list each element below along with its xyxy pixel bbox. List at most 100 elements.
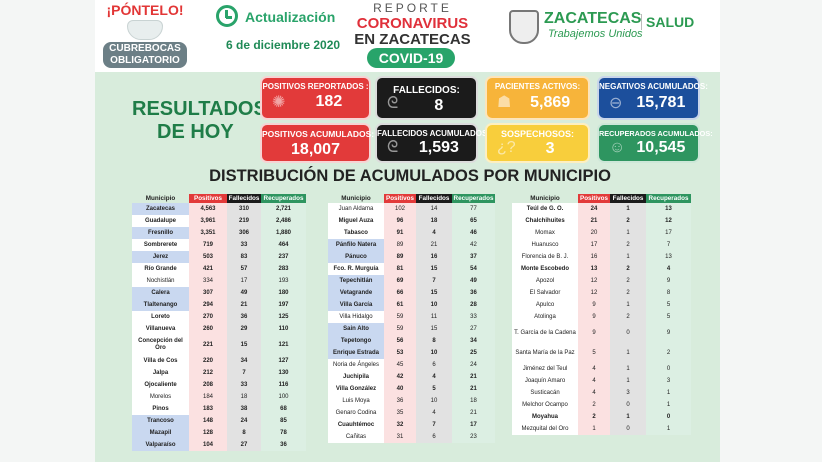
- table-row: Jalpa 212 7 130: [132, 367, 306, 379]
- table-row: Sain Alto 59 15 27: [328, 323, 495, 335]
- positivos-cell: 128: [189, 427, 227, 439]
- column-header: Recuperados: [261, 194, 306, 203]
- table-row: Cuauhtémoc 32 7 17: [328, 419, 495, 431]
- recuperados-cell: 9: [646, 275, 691, 287]
- recuperados-cell: 27: [452, 323, 495, 335]
- card-value: 10,545: [636, 139, 686, 156]
- positivos-cell: 221: [189, 335, 227, 355]
- municipality-cell: Tepetongo: [328, 335, 384, 347]
- fallecidos-cell: 17: [227, 275, 261, 287]
- positivos-cell: 212: [189, 367, 227, 379]
- recuperados-cell: 2,486: [261, 215, 306, 227]
- positivos-cell: 16: [578, 251, 610, 263]
- table-row: Villa Hidalgo 59 11 33: [328, 311, 495, 323]
- card-positivos-reportados: POSITIVOS REPORTADOS : ✺ 182: [260, 76, 371, 120]
- recuperados-cell: 237: [261, 251, 306, 263]
- recuperados-cell: 34: [452, 335, 495, 347]
- recuperados-cell: 2: [646, 343, 691, 363]
- recuperados-cell: 13: [646, 251, 691, 263]
- positivos-cell: 12: [578, 275, 610, 287]
- fallecidos-cell: 0: [610, 323, 646, 343]
- positivos-cell: 91: [384, 227, 416, 239]
- table-body: Zacatecas 4,563 310 2,721 Guadalupe 3,961 219 2…: [132, 203, 306, 451]
- table-row: Chalchihuites 21 2 12: [512, 215, 691, 227]
- recuperados-cell: 77: [452, 203, 495, 215]
- ponte-line2: OBLIGATORIO: [110, 55, 180, 66]
- positivos-cell: 719: [189, 239, 227, 251]
- column-header: Fallecidos: [227, 194, 261, 203]
- table-row: Río Grande 421 57 283: [132, 263, 306, 275]
- recuperados-cell: 85: [261, 415, 306, 427]
- municipality-cell: Nochistlán: [132, 275, 189, 287]
- municipality-cell: Moyahua: [512, 411, 578, 423]
- municipality-cell: Guadalupe: [132, 215, 189, 227]
- table-row: Tepetongo 56 8 34: [328, 335, 495, 347]
- municipality-cell: Cuauhtémoc: [328, 419, 384, 431]
- fallecidos-cell: 18: [416, 215, 452, 227]
- fallecidos-cell: 33: [227, 379, 261, 391]
- fallecidos-cell: 14: [416, 203, 452, 215]
- fallecidos-cell: 21: [416, 239, 452, 251]
- table-row: Moyahua 2 1 0: [512, 411, 691, 423]
- municipality-cell: Villa García: [328, 299, 384, 311]
- card-fallecidos: FALLECIDOS: ᘓ 8: [375, 76, 478, 120]
- face-mask-icon: [127, 20, 163, 40]
- fallecidos-cell: 15: [416, 287, 452, 299]
- state-name: ZACATECAS: [544, 10, 642, 27]
- column-header: Fallecidos: [416, 194, 452, 203]
- municipality-cell: Luis Moya: [328, 395, 384, 407]
- positivos-cell: 334: [189, 275, 227, 287]
- municipality-cell: Chalchihuites: [512, 215, 578, 227]
- card-value: 1,593: [418, 139, 459, 156]
- fallecidos-cell: 1: [610, 203, 646, 215]
- municipality-cell: Atolinga: [512, 311, 578, 323]
- fallecidos-cell: 49: [227, 287, 261, 299]
- virus-icon: ✺: [272, 94, 286, 111]
- table-row: Villanueva 260 29 110: [132, 323, 306, 335]
- table-row: Tlaltenango 294 21 197: [132, 299, 306, 311]
- fallecidos-cell: 5: [416, 383, 452, 395]
- fallecidos-cell: 8: [416, 335, 452, 347]
- municipality-cell: Cañitas: [328, 431, 384, 443]
- table-row: Trancoso 148 24 85: [132, 415, 306, 427]
- table-body: Teúl de G. O. 24 1 13 Chalchihuites 21 2 12 Moma…: [512, 203, 691, 435]
- positivos-cell: 45: [384, 359, 416, 371]
- fallecidos-cell: 219: [227, 215, 261, 227]
- municipality-cell: Teúl de G. O.: [512, 203, 578, 215]
- clock-icon: [216, 5, 238, 27]
- municipality-cell: Villa de Cos: [132, 355, 189, 367]
- recuperados-cell: 18: [452, 395, 495, 407]
- municipality-cell: Genaro Codina: [328, 407, 384, 419]
- ponte-title: ¡PÓNTELO!: [106, 2, 184, 18]
- recuperados-cell: 28: [452, 299, 495, 311]
- positivos-cell: 4: [578, 363, 610, 375]
- fallecidos-cell: 7: [416, 419, 452, 431]
- column-header: Recuperados: [646, 194, 691, 203]
- fallecidos-cell: 10: [416, 347, 452, 359]
- table-row: Santa María de la Paz 5 1 2: [512, 343, 691, 363]
- table-row: Valparaíso 104 27 36: [132, 439, 306, 451]
- table-row: Monte Escobedo 13 2 4: [512, 263, 691, 275]
- recuperados-cell: 283: [261, 263, 306, 275]
- table-row: Juchipila 42 4 21: [328, 371, 495, 383]
- table-row: Zacatecas 4,563 310 2,721: [132, 203, 306, 215]
- fallecidos-cell: 0: [610, 399, 646, 411]
- municipality-cell: Villa Hidalgo: [328, 311, 384, 323]
- fallecidos-cell: 38: [227, 403, 261, 415]
- recuperados-cell: 42: [452, 239, 495, 251]
- positivos-cell: 148: [189, 415, 227, 427]
- municipality-cell: Enrique Estrada: [328, 347, 384, 359]
- fallecidos-cell: 57: [227, 263, 261, 275]
- ribbon-icon: ᘓ: [387, 139, 399, 156]
- table-row: Pánuco 89 16 37: [328, 251, 495, 263]
- fallecidos-cell: 1: [610, 227, 646, 239]
- positivos-cell: 17: [578, 239, 610, 251]
- table-row: Villa González 40 5 21: [328, 383, 495, 395]
- recuperados-cell: 25: [452, 347, 495, 359]
- recovered-icon: ☺: [609, 139, 626, 156]
- card-label: POSITIVOS ACUMULADOS:: [262, 129, 375, 139]
- fallecidos-cell: 1: [610, 411, 646, 423]
- positivos-cell: 35: [384, 407, 416, 419]
- recuperados-cell: 1: [646, 399, 691, 411]
- results-title-line1: RESULTADOS: [132, 98, 267, 120]
